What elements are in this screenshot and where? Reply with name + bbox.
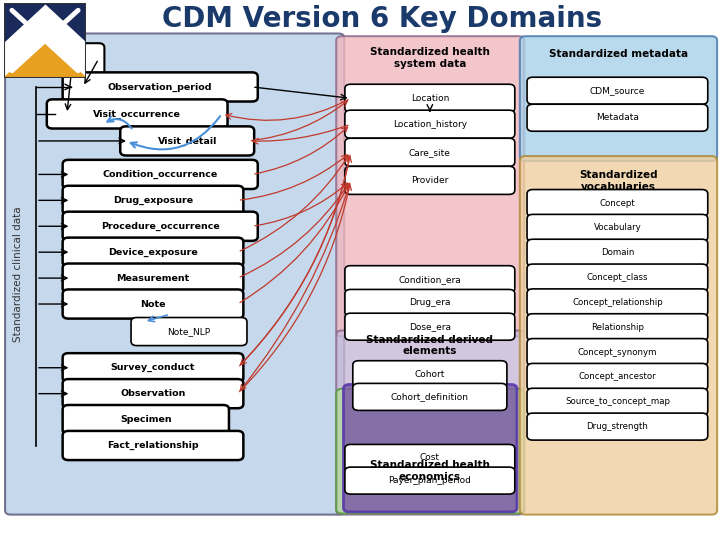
- FancyBboxPatch shape: [527, 264, 708, 291]
- Text: Provider: Provider: [411, 176, 449, 185]
- FancyBboxPatch shape: [63, 212, 258, 241]
- Text: Measurement: Measurement: [117, 274, 189, 282]
- FancyBboxPatch shape: [520, 36, 717, 161]
- Text: Survey_conduct: Survey_conduct: [111, 363, 195, 372]
- FancyBboxPatch shape: [345, 138, 515, 166]
- FancyBboxPatch shape: [527, 314, 708, 341]
- FancyBboxPatch shape: [336, 36, 524, 336]
- Polygon shape: [4, 3, 45, 40]
- Text: Condition_era: Condition_era: [398, 275, 462, 284]
- Text: Observation: Observation: [120, 389, 186, 398]
- Text: Payer_plan_period: Payer_plan_period: [388, 476, 472, 485]
- FancyBboxPatch shape: [47, 99, 228, 129]
- Text: Metadata: Metadata: [596, 113, 639, 122]
- FancyBboxPatch shape: [336, 389, 524, 514]
- FancyBboxPatch shape: [131, 318, 247, 346]
- FancyBboxPatch shape: [527, 104, 708, 131]
- Text: Concept_ancestor: Concept_ancestor: [579, 373, 656, 381]
- FancyBboxPatch shape: [527, 289, 708, 316]
- Text: Standardized
vocabularies: Standardized vocabularies: [579, 170, 658, 192]
- Polygon shape: [45, 3, 86, 40]
- Text: Standardized metadata: Standardized metadata: [549, 49, 688, 59]
- FancyBboxPatch shape: [527, 388, 708, 415]
- FancyBboxPatch shape: [63, 431, 243, 460]
- FancyBboxPatch shape: [527, 214, 708, 241]
- Text: Condition_occurrence: Condition_occurrence: [102, 170, 218, 179]
- FancyBboxPatch shape: [345, 467, 515, 494]
- FancyBboxPatch shape: [336, 330, 524, 515]
- Text: CDM Version 6 Key Domains: CDM Version 6 Key Domains: [161, 5, 602, 33]
- Polygon shape: [4, 40, 86, 78]
- FancyBboxPatch shape: [527, 239, 708, 266]
- Text: Concept_synonym: Concept_synonym: [577, 348, 657, 356]
- Text: Concept: Concept: [600, 199, 635, 207]
- FancyBboxPatch shape: [353, 383, 507, 410]
- FancyBboxPatch shape: [63, 353, 243, 382]
- Text: Care_site: Care_site: [409, 148, 451, 157]
- Text: Note_NLP: Note_NLP: [168, 327, 210, 336]
- FancyBboxPatch shape: [63, 238, 243, 267]
- Text: Cost: Cost: [420, 454, 440, 462]
- Text: Observation_period: Observation_period: [108, 83, 212, 91]
- Text: Domain: Domain: [600, 248, 634, 257]
- FancyBboxPatch shape: [343, 384, 517, 512]
- Text: Standardized health
economics: Standardized health economics: [370, 460, 490, 482]
- Text: Relationship: Relationship: [591, 323, 644, 332]
- Text: Standardized clinical data: Standardized clinical data: [13, 206, 23, 342]
- Text: Cohort_definition: Cohort_definition: [391, 393, 469, 401]
- FancyBboxPatch shape: [63, 264, 243, 293]
- FancyBboxPatch shape: [345, 110, 515, 138]
- Text: Vocabulary: Vocabulary: [593, 224, 642, 232]
- FancyBboxPatch shape: [345, 84, 515, 112]
- Text: Specimen: Specimen: [120, 415, 171, 424]
- FancyBboxPatch shape: [345, 166, 515, 194]
- Text: Results Schema: Results Schema: [383, 392, 477, 402]
- Text: Drug_exposure: Drug_exposure: [113, 196, 193, 205]
- Text: Source_to_concept_map: Source_to_concept_map: [565, 397, 670, 406]
- Text: Procedure_occurrence: Procedure_occurrence: [101, 222, 220, 231]
- FancyBboxPatch shape: [63, 72, 258, 102]
- FancyBboxPatch shape: [63, 405, 229, 434]
- FancyBboxPatch shape: [527, 339, 708, 366]
- Text: Fact_relationship: Fact_relationship: [107, 441, 199, 450]
- Text: Concept_class: Concept_class: [587, 273, 648, 282]
- FancyBboxPatch shape: [345, 313, 515, 340]
- FancyBboxPatch shape: [63, 186, 243, 215]
- Text: Concept_relationship: Concept_relationship: [572, 298, 663, 307]
- Text: Note: Note: [140, 300, 166, 308]
- FancyBboxPatch shape: [527, 413, 708, 440]
- Polygon shape: [4, 3, 86, 78]
- Text: Visit_detail: Visit_detail: [158, 137, 217, 145]
- FancyBboxPatch shape: [120, 126, 254, 156]
- FancyBboxPatch shape: [520, 156, 717, 515]
- FancyBboxPatch shape: [345, 266, 515, 293]
- Text: Location: Location: [410, 94, 449, 103]
- Text: Device_exposure: Device_exposure: [108, 248, 198, 256]
- Text: Visit_occurrence: Visit_occurrence: [93, 110, 181, 118]
- FancyBboxPatch shape: [527, 363, 708, 390]
- FancyBboxPatch shape: [345, 444, 515, 471]
- FancyBboxPatch shape: [10, 43, 104, 75]
- Text: Cohort: Cohort: [415, 370, 445, 379]
- Text: Person: Person: [37, 54, 78, 64]
- FancyBboxPatch shape: [527, 190, 708, 217]
- Text: Standardized derived
elements: Standardized derived elements: [366, 335, 493, 356]
- FancyBboxPatch shape: [527, 77, 708, 104]
- Text: Location_history: Location_history: [393, 120, 467, 129]
- Text: Drug_strength: Drug_strength: [587, 422, 648, 431]
- Text: Drug_era: Drug_era: [409, 299, 451, 307]
- FancyBboxPatch shape: [345, 289, 515, 316]
- FancyBboxPatch shape: [353, 361, 507, 388]
- FancyBboxPatch shape: [5, 33, 344, 515]
- FancyBboxPatch shape: [63, 160, 258, 189]
- FancyBboxPatch shape: [63, 379, 243, 408]
- Text: CDM_source: CDM_source: [590, 86, 645, 95]
- Text: Dose_era: Dose_era: [409, 322, 451, 331]
- Text: Standardized health
system data: Standardized health system data: [370, 47, 490, 69]
- FancyBboxPatch shape: [63, 289, 243, 319]
